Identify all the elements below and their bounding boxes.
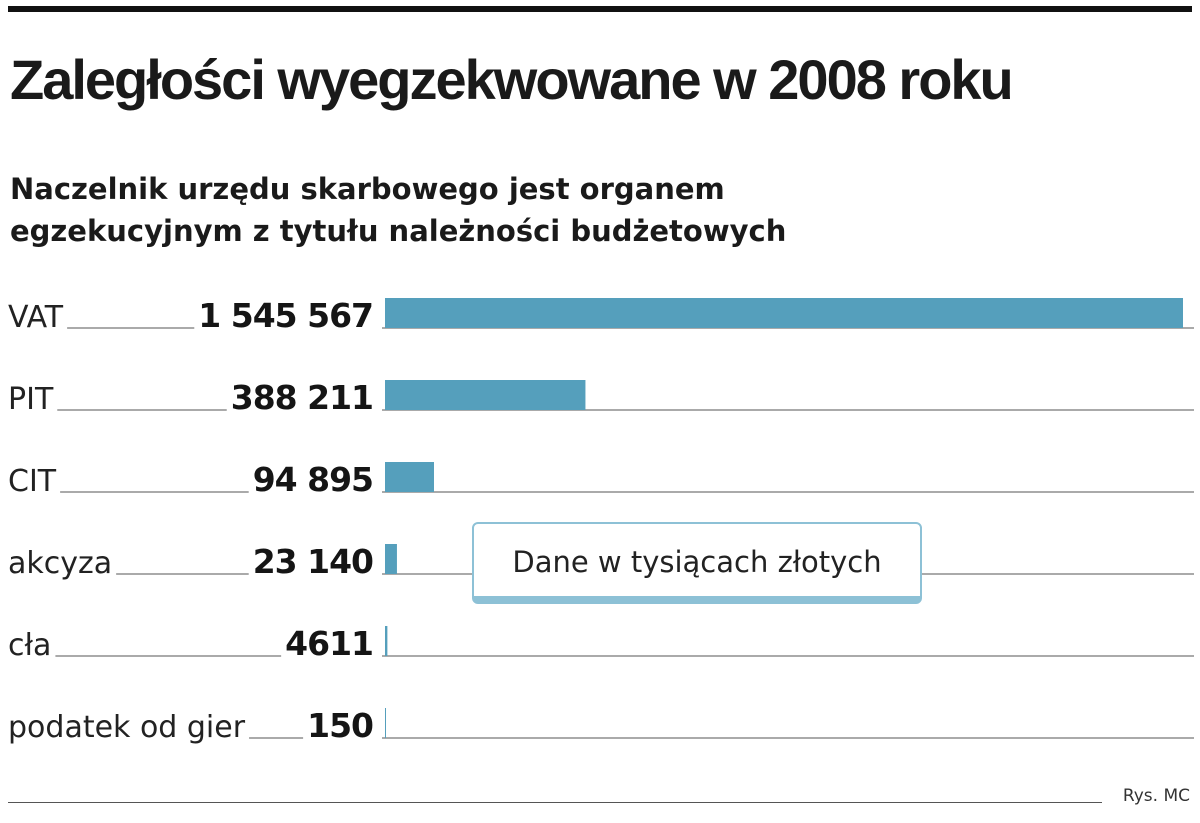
category-label-cła: cła [8,628,51,663]
chart-title: Zaległości wyegzekwowane w 2008 roku [10,48,1014,111]
bar-akcyza [385,544,397,574]
bar-cła [385,626,388,656]
bottom-rule [8,802,1102,803]
units-note: Dane w tysiącach złotych [472,522,922,604]
category-label-pit: PIT [8,382,54,417]
bar-cit [385,462,434,492]
bar-vat [385,298,1183,328]
category-label-podatek-od-gier: podatek od gier [8,710,246,745]
value-label-podatek-od-gier: 150 [307,706,373,745]
category-label-vat: VAT [8,300,64,335]
units-note-text: Dane w tysiącach złotych [512,545,882,579]
value-label-cła: 4611 [285,624,373,663]
bar-podatek-od-gier [385,708,386,738]
category-label-akcyza: akcyza [8,546,112,581]
value-label-pit: 388 211 [231,378,373,417]
top-rule [8,6,1192,12]
value-label-vat: 1 545 567 [198,296,373,335]
chart-subtitle: Naczelnik urzędu skarbowego jest organem… [10,172,787,248]
credit-label: Rys. MC [1122,786,1190,806]
value-label-cit: 94 895 [253,460,373,499]
value-label-akcyza: 23 140 [253,542,373,581]
bar-pit [385,380,586,410]
category-label-cit: CIT [8,464,57,499]
